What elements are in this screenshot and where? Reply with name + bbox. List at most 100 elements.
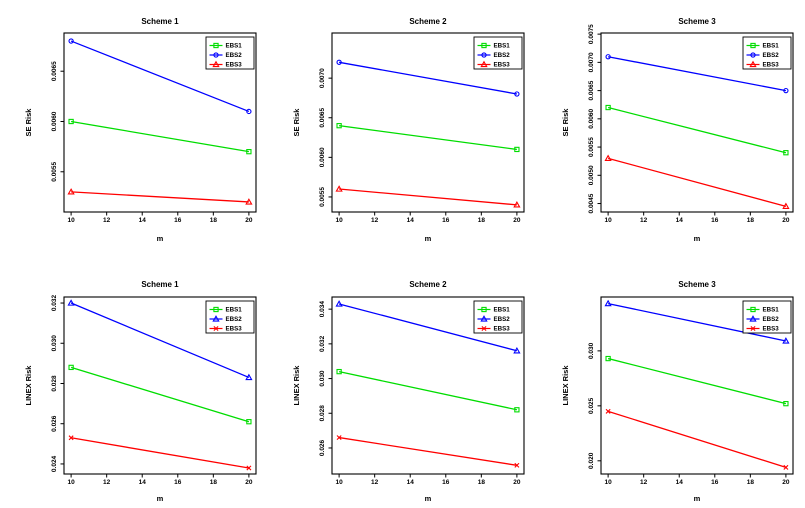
series-line-ebs1 [71, 120, 249, 153]
x-tick-label: 12 [640, 217, 648, 224]
legend-label: EBS3 [225, 62, 242, 69]
series-marker-x [481, 326, 487, 331]
legend-label: EBS3 [762, 62, 779, 69]
x-axis-label: m [425, 494, 432, 503]
series-line-ebs2 [339, 303, 518, 352]
chart-title: Scheme 2 [410, 280, 448, 289]
series-marker-triangle [67, 299, 75, 306]
series-marker-triangle [513, 201, 521, 208]
y-axis-label: SE Risk [561, 108, 570, 137]
series-marker-triangle [480, 60, 488, 68]
legend-label: EBS2 [225, 52, 242, 59]
y-tick-label: 0.032 [319, 335, 326, 352]
y-tick-label: 0.0065 [319, 107, 326, 127]
series-marker-x [783, 464, 789, 470]
series-marker-triangle [604, 299, 612, 307]
x-tick-label: 10 [68, 217, 76, 224]
series-marker-triangle [245, 373, 253, 381]
legend-label: EBS2 [494, 316, 511, 323]
x-axis-label: m [693, 234, 700, 243]
series-line-ebs3 [339, 436, 518, 466]
x-tick-label: 16 [442, 479, 450, 486]
x-tick-label: 18 [478, 217, 486, 224]
series-marker-triangle [335, 300, 344, 307]
series-line-ebs2 [607, 56, 786, 92]
legend-label: EBS3 [762, 326, 779, 333]
x-tick-label: 12 [103, 479, 111, 486]
series-marker-circle [246, 108, 252, 115]
series-marker-x [246, 465, 252, 471]
legend-label: EBS3 [494, 62, 511, 69]
x-tick-label: 12 [640, 479, 648, 486]
legend-label: EBS1 [494, 43, 511, 50]
series-marker-circle [514, 91, 520, 97]
x-tick-label: 18 [210, 479, 218, 486]
series-marker-x [68, 435, 74, 441]
series-marker-square [213, 306, 219, 313]
legend-label: EBS3 [225, 326, 242, 333]
x-tick-label: 20 [782, 479, 790, 486]
series-marker-square [514, 407, 520, 413]
series-marker-x [605, 408, 611, 414]
legend-label: EBS1 [225, 307, 242, 314]
y-axis-label: SE Risk [292, 108, 301, 137]
series-line-ebs1 [339, 370, 518, 411]
series-marker-circle [750, 52, 756, 58]
series-line-ebs1 [607, 106, 786, 154]
plot-box [600, 32, 794, 213]
series-marker-circle [336, 59, 343, 65]
x-tick-label: 16 [711, 217, 719, 224]
y-tick-label: 0.030 [588, 342, 595, 359]
x-axis-label: m [425, 234, 432, 243]
series-marker-square [481, 42, 487, 49]
legend-box [742, 300, 792, 334]
series-line-ebs2 [70, 302, 250, 379]
series-line-ebs3 [607, 157, 786, 207]
series-marker-triangle [212, 315, 220, 322]
legend-label: EBS2 [762, 316, 779, 323]
series-marker-square [68, 118, 74, 125]
x-tick-label: 20 [514, 479, 522, 486]
panel-linex-risk-scheme-3: Scheme 3 10 12 14 16 18 20 0.020 0.025 0.030 m LINE… [537, 254, 805, 508]
series-marker-square [605, 104, 611, 111]
chart-title: Scheme 3 [678, 17, 716, 26]
legend-label: EBS2 [494, 52, 511, 59]
y-tick-label: 0.0070 [319, 68, 326, 88]
series-marker-triangle [749, 315, 757, 322]
series-marker-square [782, 400, 789, 407]
x-tick-label: 14 [675, 217, 683, 224]
chart-title: Scheme 1 [141, 280, 179, 289]
x-tick-label: 16 [174, 479, 182, 486]
series-line-ebs3 [339, 188, 518, 206]
chart-title: Scheme 2 [410, 17, 448, 26]
x-tick-label: 16 [174, 217, 182, 224]
x-tick-label: 10 [336, 217, 344, 224]
x-tick-label: 20 [245, 217, 253, 224]
x-tick-label: 20 [245, 479, 253, 486]
series-marker-square [514, 146, 520, 153]
series-marker-square [68, 364, 74, 371]
series-marker-triangle [513, 346, 521, 354]
series-line-ebs2 [339, 61, 518, 95]
series-line-ebs2 [607, 302, 786, 342]
legend-label: EBS2 [762, 52, 779, 59]
series-marker-triangle [67, 188, 75, 195]
series-marker-square [336, 368, 343, 375]
plot-box [331, 296, 525, 475]
y-tick-label: 0.0065 [51, 61, 58, 81]
chart-svg: Scheme 2 10 12 14 16 18 20 0.026 0.028 0.030 0.032… [292, 280, 525, 503]
y-tick-label: 0.0050 [588, 165, 595, 185]
series-line-ebs1 [70, 366, 250, 423]
x-tick-label: 14 [407, 479, 415, 486]
y-tick-label: 0.028 [319, 405, 326, 422]
plot-box [63, 296, 257, 475]
series-marker-triangle [781, 337, 790, 344]
chart-svg: Scheme 1 10 12 14 16 18 20 0.024 0.026 0.028 0.030… [24, 280, 257, 503]
chart-title: Scheme 3 [678, 280, 716, 289]
y-tick-label: 0.0060 [51, 111, 58, 131]
series-line-ebs1 [339, 125, 518, 151]
y-axis-label: LINEX Risk [292, 365, 301, 406]
x-tick-label: 18 [746, 217, 754, 224]
y-tick-label: 0.026 [319, 439, 326, 456]
